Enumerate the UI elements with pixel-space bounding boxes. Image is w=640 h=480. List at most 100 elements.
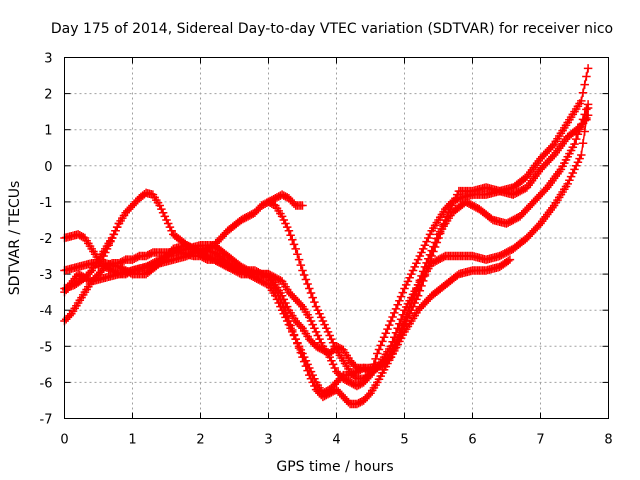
y-tick-label: -4 [40, 304, 53, 319]
data-point-marker [583, 64, 593, 73]
data-point-marker [422, 266, 431, 276]
data-point-marker [298, 352, 307, 362]
data-point-marker [432, 238, 442, 247]
chart-title: Day 175 of 2014, Sidereal Day-to-day VTE… [51, 21, 613, 37]
x-tick-label: 3 [264, 433, 272, 448]
data-point-marker [299, 270, 309, 280]
data-point-marker [298, 201, 307, 210]
data-point-marker [301, 275, 311, 284]
data-point-marker [396, 314, 406, 324]
x-tick-label: 2 [196, 433, 204, 448]
data-point-marker [284, 226, 294, 236]
data-point-marker [577, 150, 586, 160]
y-tick-label: -3 [40, 268, 53, 283]
data-point-marker [582, 72, 591, 81]
y-axis-ticks: -7 -6 -5 -4 -3 -2 -1 0 1 2 3 [40, 52, 609, 428]
data-point-marker [279, 303, 289, 312]
grid-lines [64, 57, 609, 419]
data-point-marker [578, 88, 588, 97]
data-point-marker [577, 96, 586, 106]
series-6 [264, 190, 307, 210]
data-point-marker [306, 288, 316, 298]
series-line [64, 107, 589, 380]
data-point-marker [371, 354, 380, 364]
data-point-marker [578, 138, 588, 148]
data-point-marker [420, 271, 430, 281]
data-point-marker [398, 310, 408, 319]
data-point-marker [308, 293, 317, 302]
data-point-marker [583, 103, 593, 113]
data-point-marker [395, 319, 404, 328]
data-point-marker [298, 266, 307, 275]
data-point-marker [291, 244, 300, 254]
y-tick-label: -1 [40, 196, 53, 211]
data-point-marker [583, 111, 593, 120]
data-point-marker [296, 348, 306, 357]
data-point-marker [305, 284, 314, 293]
series-5 [60, 111, 593, 376]
series-layer [60, 64, 593, 409]
y-tick-label: 2 [44, 88, 52, 103]
y-tick-label: -7 [40, 413, 53, 428]
x-tick-label: 7 [536, 433, 544, 448]
data-point-marker [430, 242, 440, 252]
y-tick-label: -5 [40, 340, 53, 355]
y-axis-label: SDTVAR / TECUs [7, 181, 23, 296]
y-tick-label: 0 [44, 160, 52, 175]
x-tick-label: 0 [60, 433, 68, 448]
series-7 [94, 219, 124, 272]
data-point-marker [434, 233, 443, 243]
series-line [63, 114, 589, 373]
data-point-marker [425, 256, 435, 266]
data-point-marker [439, 220, 448, 229]
data-point-marker [288, 235, 297, 245]
x-tick-label: 6 [468, 433, 476, 448]
data-point-marker [580, 80, 589, 89]
data-point-marker [413, 291, 423, 301]
data-point-marker [301, 361, 311, 371]
series-1 [60, 64, 593, 391]
series-line [63, 68, 589, 387]
data-point-marker [294, 343, 304, 353]
data-point-marker [427, 251, 436, 261]
data-point-marker [299, 357, 309, 366]
data-point-marker [505, 255, 515, 264]
data-point-marker [286, 231, 295, 240]
x-tick-label: 1 [128, 433, 136, 448]
data-point-marker [293, 339, 302, 348]
data-point-marker [437, 224, 447, 234]
data-point-marker [415, 286, 425, 296]
data-point-marker [429, 247, 438, 256]
data-point-marker [296, 260, 306, 270]
data-point-marker [435, 229, 445, 238]
data-point-marker [289, 240, 299, 249]
y-tick-label: -6 [40, 376, 53, 391]
data-point-marker [424, 261, 433, 271]
x-tick-label: 5 [400, 433, 408, 448]
y-tick-label: 1 [44, 124, 52, 139]
x-tick-label: 8 [604, 433, 612, 448]
data-point-marker [571, 134, 581, 144]
data-point-marker [303, 279, 312, 289]
y-tick-label: -2 [40, 232, 53, 247]
data-point-marker [570, 139, 579, 149]
data-point-marker [286, 321, 295, 330]
data-point-marker [293, 249, 302, 259]
plot-frame [64, 57, 609, 419]
data-point-marker [417, 281, 426, 291]
data-point-marker [310, 297, 319, 307]
data-point-marker [388, 337, 397, 347]
data-point-marker [284, 316, 294, 326]
x-axis-label: GPS time / hours [276, 459, 393, 475]
data-point-marker [303, 366, 312, 375]
y-tick-label: 3 [44, 52, 52, 67]
data-point-marker [289, 330, 299, 339]
data-point-marker [418, 276, 428, 286]
data-point-marker [580, 127, 589, 136]
data-point-marker [294, 255, 304, 264]
data-point-marker [282, 312, 292, 321]
data-point-marker [114, 219, 124, 228]
x-tick-label: 4 [332, 433, 340, 448]
data-point-marker [288, 325, 297, 335]
series-3 [60, 103, 593, 384]
